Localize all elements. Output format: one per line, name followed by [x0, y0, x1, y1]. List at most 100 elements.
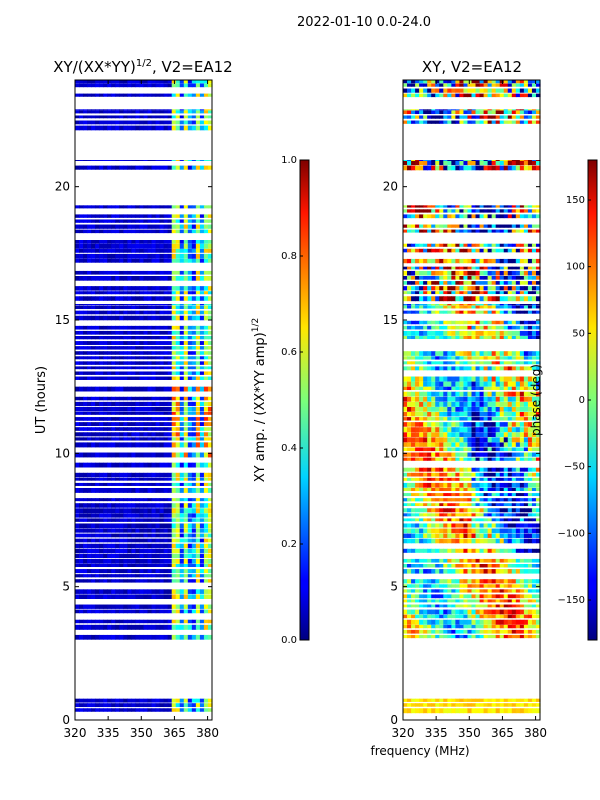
- heatmap-cell: [463, 533, 469, 538]
- heatmap-cell: [175, 219, 181, 223]
- heatmap-cell: [451, 427, 456, 433]
- heatmap-cell: [87, 396, 92, 401]
- heatmap-cell: [439, 609, 444, 615]
- heatmap-cell: [523, 513, 529, 517]
- heatmap-cell: [155, 417, 161, 421]
- heatmap-cell: [435, 569, 440, 574]
- heatmap-cell: [451, 376, 456, 382]
- heatmap-cell: [515, 442, 521, 447]
- heatmap-cell: [151, 371, 157, 375]
- heatmap-cell: [87, 270, 92, 275]
- heatmap-cell: [527, 330, 533, 336]
- heatmap-cell: [411, 533, 416, 538]
- heatmap-cell: [411, 376, 416, 382]
- heatmap-cell: [75, 427, 80, 431]
- heatmap-cell: [483, 538, 489, 544]
- heatmap-cell: [451, 351, 456, 356]
- heatmap-cell: [207, 258, 213, 263]
- heatmap-cell: [179, 609, 185, 614]
- heatmap-cell: [443, 447, 448, 452]
- heatmap-cell: [199, 427, 205, 431]
- heatmap-cell: [511, 325, 517, 330]
- heatmap-cell: [115, 594, 120, 599]
- heatmap-cell: [415, 412, 420, 417]
- heatmap-cell: [487, 401, 493, 407]
- heatmap-cell: [203, 574, 209, 578]
- heatmap-cell: [519, 406, 525, 412]
- heatmap-cell: [459, 396, 465, 402]
- heatmap-cell: [99, 472, 104, 478]
- heatmap-cell: [439, 417, 444, 421]
- heatmap-cell: [175, 708, 181, 712]
- heatmap-cell: [135, 341, 141, 345]
- heatmap-cell: [431, 325, 436, 330]
- heatmap-cell: [471, 614, 477, 619]
- heatmap-cell: [499, 447, 505, 452]
- heatmap-cell: [191, 93, 197, 97]
- heatmap-cell: [147, 589, 153, 594]
- heatmap-cell: [123, 219, 128, 223]
- heatmap-cell: [187, 406, 193, 412]
- heatmap-cell: [95, 286, 100, 291]
- heatmap-cell: [163, 553, 169, 559]
- heatmap-cell: [207, 165, 213, 170]
- heatmap-cell: [499, 589, 505, 593]
- heatmap-cell: [203, 619, 209, 624]
- heatmap-cell: [171, 315, 177, 321]
- heatmap-cell: [111, 304, 116, 306]
- heatmap-cell: [439, 442, 444, 447]
- heatmap-cell: [119, 361, 124, 365]
- heatmap-cell: [203, 125, 209, 131]
- heatmap-cell: [435, 604, 440, 608]
- heatmap-cell: [143, 472, 149, 478]
- heatmap-cell: [447, 708, 452, 714]
- heatmap-cell: [411, 569, 416, 574]
- heatmap-cell: [195, 346, 201, 350]
- heatmap-cell: [519, 305, 525, 309]
- heatmap-cell: [423, 538, 428, 544]
- heatmap-cell: [447, 412, 452, 417]
- heatmap-cell: [139, 528, 145, 533]
- heatmap-cell: [111, 325, 116, 330]
- heatmap-cell: [111, 109, 116, 111]
- heatmap-cell: [95, 437, 100, 441]
- heatmap-cell: [155, 553, 161, 559]
- heatmap-cell: [127, 80, 133, 84]
- heatmap-cell: [127, 224, 133, 229]
- heatmap-cell: [99, 248, 104, 253]
- heatmap-cell: [403, 472, 408, 477]
- heatmap-cell: [83, 80, 88, 84]
- heatmap-cell: [511, 467, 517, 472]
- heatmap-cell: [119, 80, 124, 84]
- heatmap-cell: [171, 452, 177, 458]
- heatmap-cell: [167, 229, 173, 234]
- heatmap-cell: [195, 508, 201, 514]
- heatmap-cell: [187, 361, 193, 365]
- heatmap-cell: [415, 634, 420, 639]
- heatmap-cell: [87, 366, 92, 370]
- heatmap-cell: [183, 488, 189, 493]
- heatmap-cell: [403, 503, 408, 507]
- heatmap-cell: [203, 270, 209, 275]
- heatmap-cell: [423, 452, 428, 457]
- heatmap-cell: [531, 703, 537, 707]
- heatmap-cell: [427, 376, 432, 382]
- heatmap-cell: [455, 703, 461, 707]
- heatmap-cell: [439, 533, 444, 538]
- heatmap-cell: [203, 634, 209, 640]
- heatmap-cell: [507, 533, 513, 538]
- heatmap-cell: [419, 609, 424, 615]
- heatmap-cell: [123, 698, 128, 703]
- heatmap-cell: [75, 286, 80, 291]
- heatmap-cell: [151, 558, 157, 564]
- heatmap-cell: [535, 624, 541, 629]
- heatmap-cell: [183, 437, 189, 441]
- heatmap-cell: [179, 437, 185, 441]
- heatmap-cell: [139, 243, 145, 249]
- heatmap-cell: [203, 205, 209, 209]
- heatmap-cell: [403, 442, 408, 447]
- heatmap-cell: [459, 422, 465, 427]
- heatmap-cell: [191, 452, 197, 458]
- heatmap-cell: [163, 412, 169, 415]
- heatmap-cell: [91, 205, 96, 209]
